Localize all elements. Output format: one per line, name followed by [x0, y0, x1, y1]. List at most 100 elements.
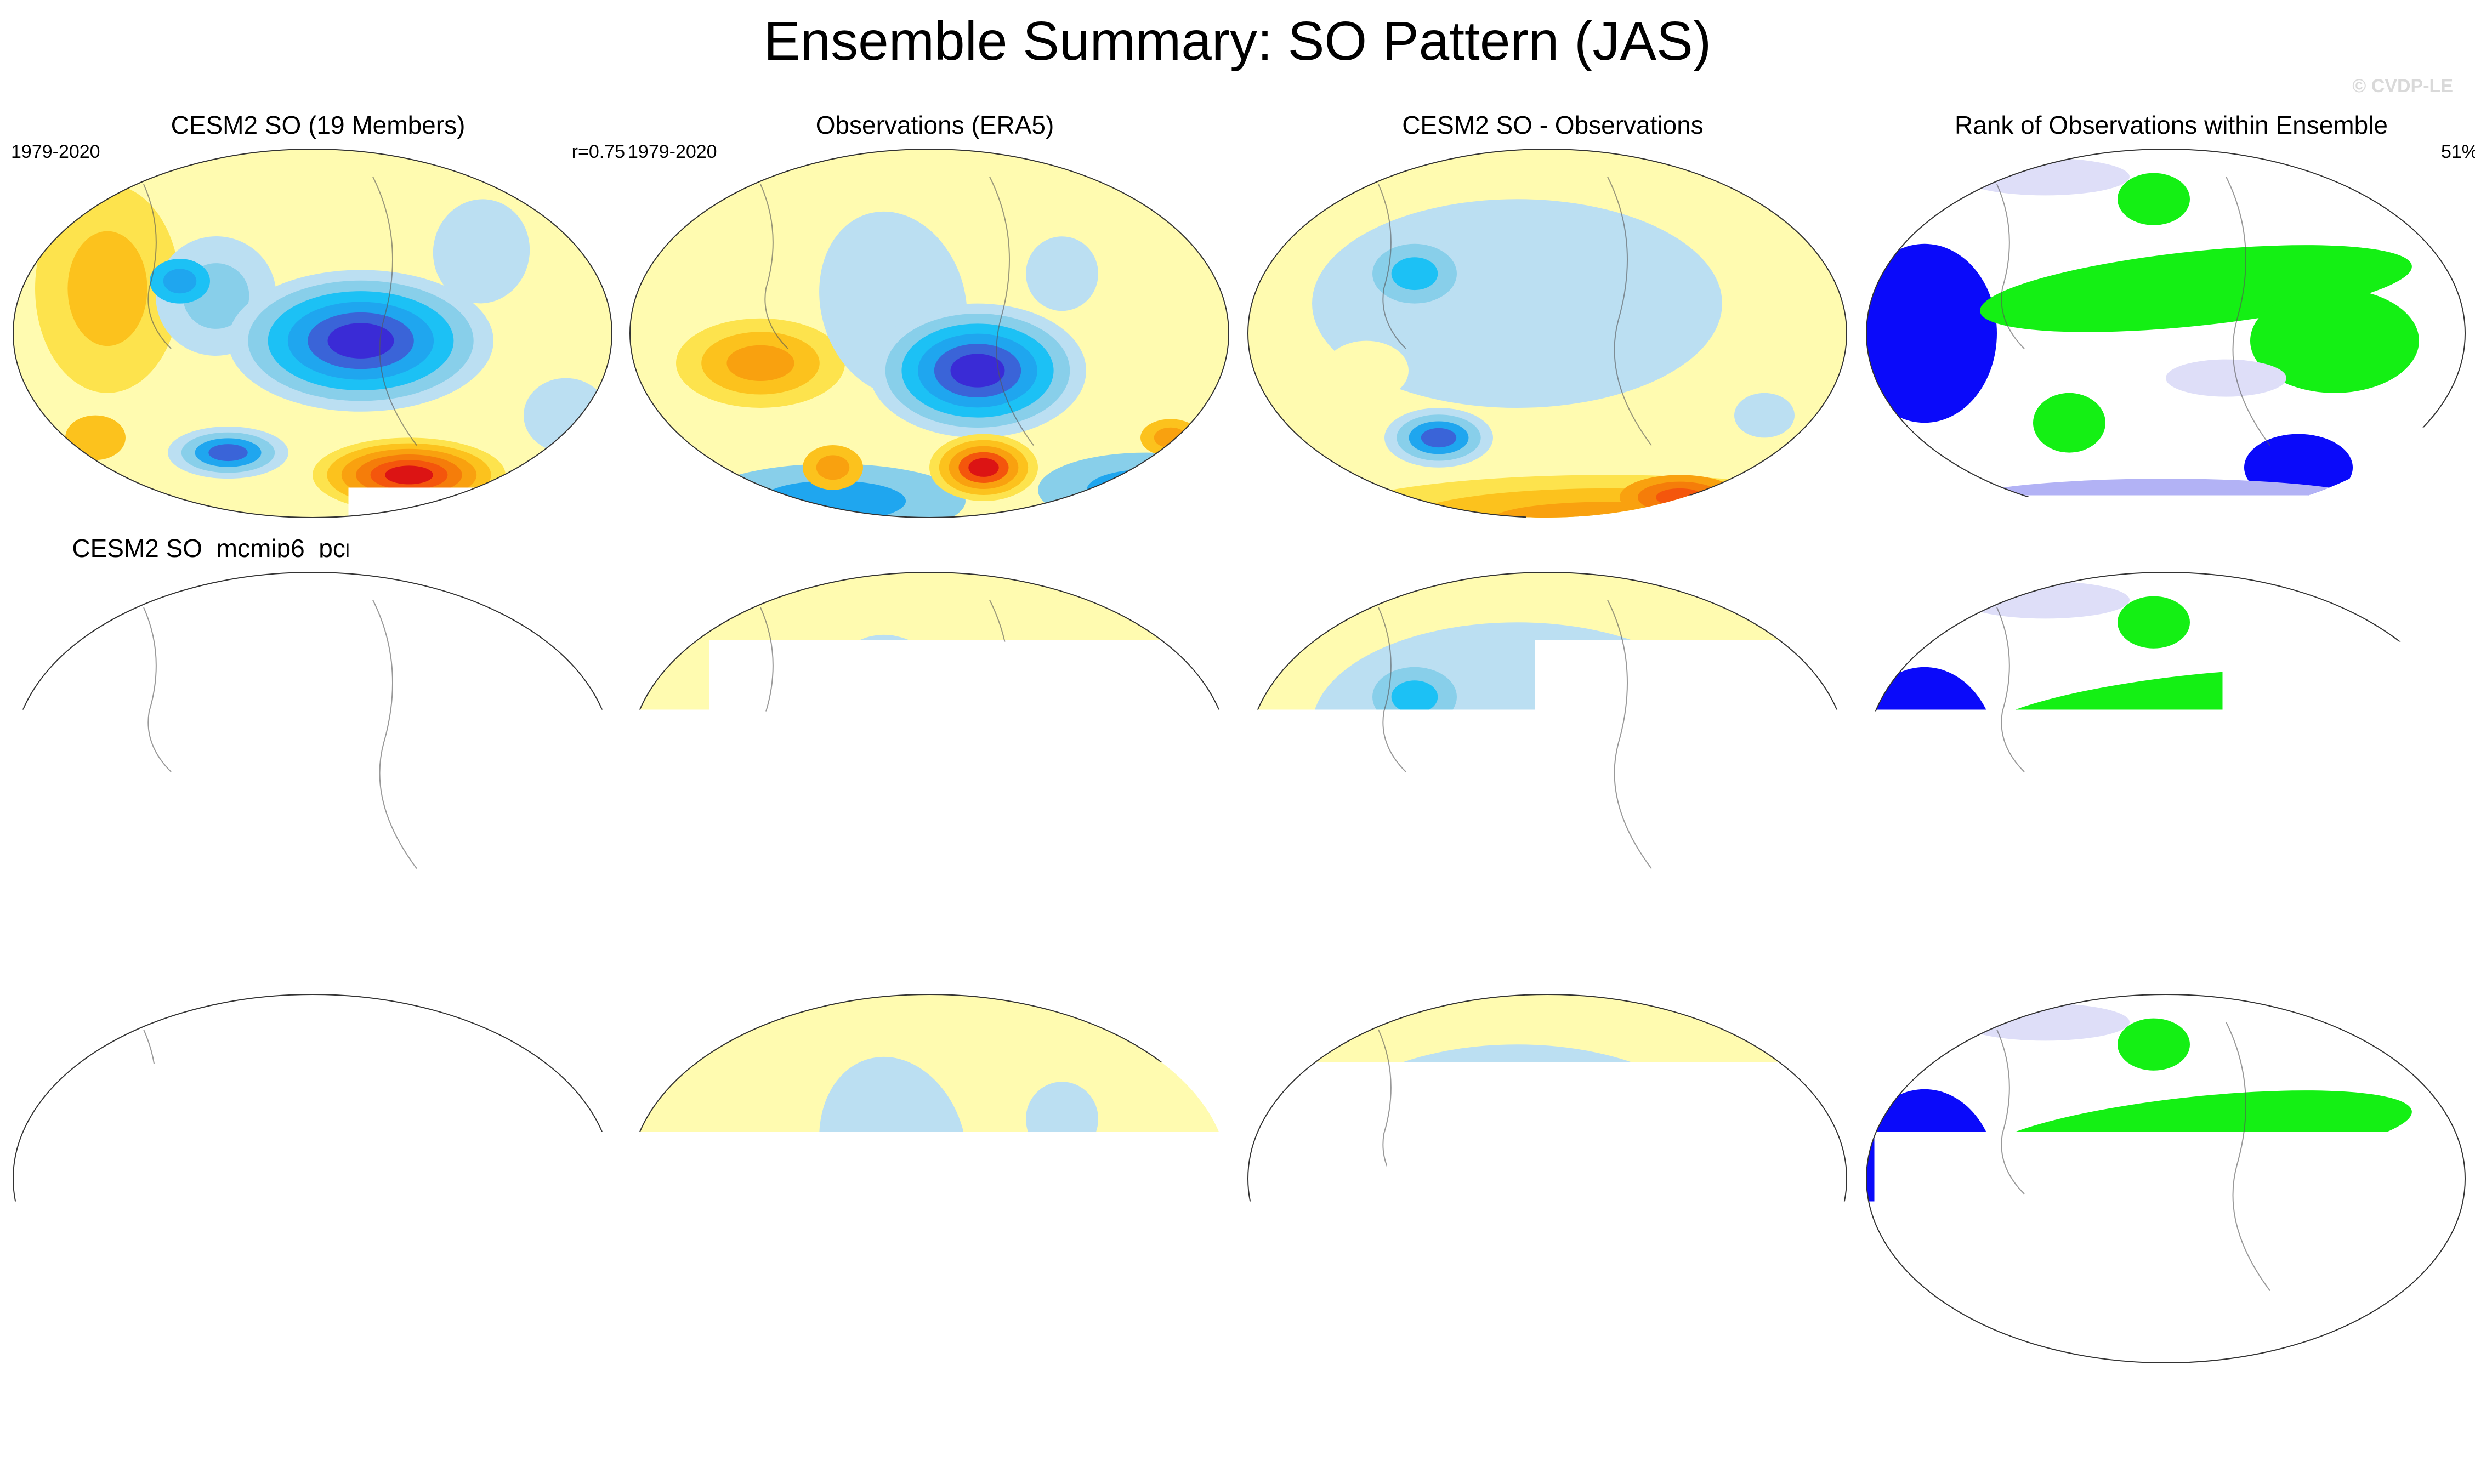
colorbar-legend: -4 -3 -2 -1 0 1 2 3 4 hPa: [33, 1387, 581, 1480]
panel-title: Observations (ERA5): [628, 533, 1242, 564]
colorbar-swatch: [1471, 1390, 1500, 1413]
colorbar-swatch: [738, 1390, 767, 1413]
colorbar-swatch: [1443, 1390, 1471, 1413]
colorbar-unit-label: %: [2151, 1443, 2174, 1472]
colorbar-swatch: [1700, 1390, 1728, 1413]
colorbar-tick-label: 0: [299, 1420, 312, 1446]
map-plot: [11, 992, 614, 1365]
colorbar-tick-label: -2: [180, 1420, 202, 1446]
colorbar-unit-label: hPa: [1521, 1443, 1568, 1472]
colorbar-swatch: [348, 1390, 377, 1413]
colorbar-swatch: [1328, 1390, 1356, 1413]
colorbar-legend: -4 -3 -2 -1 0 1 2 3 4 hPa: [1270, 1387, 1818, 1480]
colorbar-swatch: [767, 1390, 795, 1413]
map-panel: Observations (ERA5) 1979-2020: [628, 533, 1242, 928]
map-panel: CESM2 SO (19 Members) 1979-2020 r=0.75: [11, 110, 625, 504]
colorbar-swatch: [2131, 1390, 2191, 1413]
colorbar-swatch: [1585, 1390, 1614, 1413]
map-plot: [628, 147, 1231, 520]
colorbar-swatch: [206, 1390, 234, 1413]
map-plot: [628, 992, 1231, 1365]
colorbar-swatch: [434, 1390, 463, 1413]
map-plot: [1864, 147, 2467, 520]
panel-title: Rank of Observations within Ensemble: [1864, 533, 2475, 564]
colorbar-swatch: [709, 1390, 738, 1413]
colorbar-tick-label: 0: [917, 1420, 930, 1446]
colorbar-swatch: [91, 1390, 120, 1413]
colorbar-swatch: [2372, 1390, 2432, 1413]
colorbar-tick-label: 3: [470, 1420, 484, 1446]
map-panel: CESM2 SO_mcmip6_psmbb (19 Members) 1979-2…: [11, 955, 625, 1350]
map-plot: [11, 570, 614, 943]
panel-title: CESM2 SO (19 Members): [11, 110, 625, 140]
map-panel: Rank of Observations within Ensemble 51%: [1864, 955, 2475, 1350]
colorbar-swatch: [853, 1390, 881, 1413]
colorbar-swatch: [1271, 1390, 1299, 1413]
colorbar-tick-label: 4: [527, 1420, 541, 1446]
panel-title: Observations (ERA5): [628, 955, 1242, 986]
colorbar-tick-label: 1: [1593, 1420, 1606, 1446]
map-panel: Observations (ERA5) 1979-2020: [628, 110, 1242, 504]
colorbar-tick-label: -2: [1417, 1420, 1439, 1446]
colorbar-tick-label: -3: [123, 1420, 145, 1446]
colorbar-swatch: [2191, 1390, 2251, 1413]
colorbar-swatch: [320, 1390, 348, 1413]
panel-title: CESM2 SO_mcmip6_pcmip5 - Observations: [1246, 533, 1860, 564]
map-plot: [1246, 570, 1849, 943]
colorbar-swatch: [2251, 1390, 2312, 1413]
colorbar-tick-label: -3: [1360, 1420, 1382, 1446]
colorbar-tick-label: -1: [237, 1420, 259, 1446]
colorbar-swatch: [2312, 1390, 2372, 1413]
colorbar-swatch: [652, 1390, 681, 1413]
colorbar-swatch: [1385, 1390, 1414, 1413]
colorbar-swatch: [405, 1390, 434, 1413]
colorbar-tick-label: -2: [799, 1420, 820, 1446]
colorbar-swatch: [1110, 1390, 1138, 1413]
colorbar-legend: 0 5 10 20 80 90 95 100%: [1888, 1387, 2437, 1480]
colorbar-swatch: [881, 1390, 910, 1413]
colorbar-tick-label: 0: [1943, 1420, 1956, 1446]
colorbar-swatch: [1167, 1390, 1195, 1413]
panel-title: CESM2 SO_mcmip6_psmbb - Observations: [1246, 955, 1860, 986]
colorbar-tick-label: 10: [2057, 1420, 2084, 1446]
colorbar-tick-label: 1: [356, 1420, 369, 1446]
colorbar-swatch: [1614, 1390, 1642, 1413]
panel-title: Rank of Observations within Ensemble: [1864, 110, 2475, 140]
colorbar-tick-label: 0: [1536, 1420, 1549, 1446]
colorbar-swatch: [63, 1390, 91, 1413]
colorbar-swatch: [491, 1390, 520, 1413]
colorbar-swatch: [263, 1390, 291, 1413]
colorbar-swatch: [1642, 1390, 1671, 1413]
colorbar-swatch: [291, 1390, 320, 1413]
map-panel: CESM2 SO_mcmip6_pcmip5 - Observations: [1246, 533, 1860, 928]
colorbar-swatch: [1053, 1390, 1081, 1413]
colorbar-tick-label: 2: [1031, 1420, 1045, 1446]
colorbar-unit-label: hPa: [284, 1443, 331, 1472]
map-panel: Observations (ERA5) 1979-2020: [628, 955, 1242, 1350]
colorbar-swatch: [1889, 1390, 1950, 1413]
colorbar-legend: -4 -3 -2 -1 0 1 2 3 4 hPa: [651, 1387, 1200, 1480]
map-panel: CESM2 SO_mcmip6_pcmip5 (19 Members) 1979-…: [11, 533, 625, 928]
colorbar-swatch: [910, 1390, 938, 1413]
colorbar-swatch: [1081, 1390, 1110, 1413]
colorbar-tick-label: -1: [1474, 1420, 1496, 1446]
colorbar-swatch: [1557, 1390, 1585, 1413]
colorbar-tick-label: 95: [2298, 1420, 2325, 1446]
map-plot: [1246, 147, 1849, 520]
colorbar-swatch: [1728, 1390, 1757, 1413]
map-plot: [1864, 992, 2467, 1365]
colorbar-swatch: [177, 1390, 206, 1413]
panel-title: Rank of Observations within Ensemble: [1864, 955, 2475, 986]
colorbar-swatch: [967, 1390, 995, 1413]
colorbar-swatch: [1950, 1390, 2010, 1413]
watermark: © CVDP-LE: [2352, 76, 2453, 97]
colorbar-swatch: [234, 1390, 263, 1413]
colorbar-swatch: [995, 1390, 1024, 1413]
colorbar-swatch: [2010, 1390, 2070, 1413]
map-plot: [11, 147, 614, 520]
colorbar-swatch: [1785, 1390, 1814, 1413]
colorbar-swatch: [824, 1390, 853, 1413]
colorbar-tick-label: 1: [974, 1420, 987, 1446]
colorbar-swatch: [1757, 1390, 1785, 1413]
colorbar-swatch: [120, 1390, 148, 1413]
